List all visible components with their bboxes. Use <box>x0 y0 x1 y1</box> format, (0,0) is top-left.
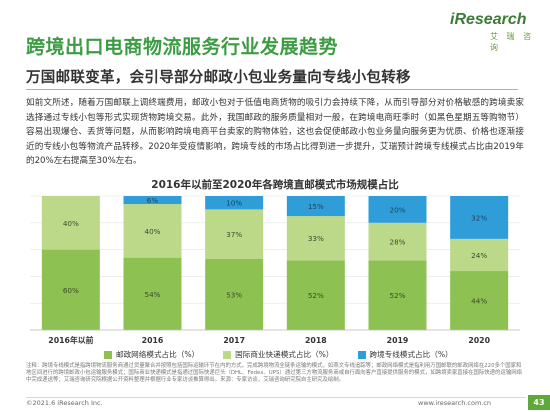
data-label: 15% <box>308 202 324 211</box>
bar-segment <box>286 196 345 217</box>
data-label: 52% <box>390 291 406 300</box>
x-tick-label: 2017 <box>223 336 245 345</box>
x-tick-label: 2016 <box>142 336 164 345</box>
chart-title: 2016年以前至2020年各跨境直邮模式市场规模占比 <box>151 179 399 191</box>
data-label: 28% <box>390 238 406 247</box>
x-tick-label: 2018 <box>305 336 327 345</box>
legend-label-postal: 邮政网络模式占比（%） <box>116 350 200 359</box>
bar-segment <box>41 249 100 330</box>
bar-segment <box>123 204 182 258</box>
stacked-bar-chart: 60% 40% 2016年以前 54% 40% 6% 2016 53% 37% 10% 2017 52… <box>30 195 520 345</box>
bar-segment <box>123 257 182 330</box>
data-label: 32% <box>471 213 487 222</box>
page-number: 43 <box>528 395 550 410</box>
legend-item-express: 国际商业快递模式占比（%） <box>223 349 334 360</box>
bar-segment <box>205 209 264 259</box>
bar-segment <box>450 271 509 330</box>
bar-segment <box>123 196 182 205</box>
bar-segment <box>450 196 509 239</box>
bar-segment <box>368 222 427 261</box>
x-tick-label: 2020 <box>468 336 490 345</box>
data-label: 53% <box>226 290 242 299</box>
bar-segment <box>368 196 427 223</box>
legend-swatch-express <box>223 350 232 359</box>
bar-segment <box>286 260 345 330</box>
x-tick-label: 2019 <box>387 336 409 345</box>
footer-website[interactable]: www.iresearch.com.cn <box>418 399 492 407</box>
iresearch-logo: iResearch 艾 瑞 咨 询 <box>450 7 540 52</box>
data-label: 20% <box>390 205 406 214</box>
body-paragraph: 如前文所述，随着万国邮联上调终端费用，邮政小包对于低值电商货物的吸引力会持续下降… <box>26 98 524 167</box>
data-label: 40% <box>145 227 161 236</box>
page-title: 跨境出口电商物流服务行业发展趋势 <box>26 36 339 58</box>
subtitle-divider <box>26 89 518 90</box>
legend-swatch-dedicated <box>357 350 366 359</box>
section-subtitle: 万国邮联变革，会引导部分邮政小包业务量向专线小包转移 <box>26 70 411 86</box>
data-label: 10% <box>226 199 242 208</box>
legend-label-dedicated: 跨境专线模式占比（%） <box>369 350 453 359</box>
bar-segment <box>205 196 264 210</box>
data-label: 6% <box>147 196 159 205</box>
chart-legend: 邮政网络模式占比（%） 国际商业快递模式占比（%） 跨境专线模式占比（%） <box>104 349 453 360</box>
data-label: 54% <box>145 290 161 299</box>
bar-segment <box>205 258 264 330</box>
data-label: 24% <box>471 251 487 260</box>
legend-label-express: 国际商业快递模式占比（%） <box>235 350 334 359</box>
logo-text: iResearch <box>450 11 527 28</box>
footer-copyright: ©2021.6 iResearch Inc. <box>26 399 103 407</box>
x-tick-label: 2016年以前 <box>48 335 93 345</box>
legend-swatch-postal <box>104 350 112 359</box>
bar-segment <box>41 196 100 250</box>
bar-segment <box>450 238 509 272</box>
data-label: 40% <box>63 219 79 228</box>
data-label: 37% <box>226 230 242 239</box>
data-label: 52% <box>308 291 324 300</box>
legend-item-postal: 邮政网络模式占比（%） <box>104 349 199 360</box>
data-label: 44% <box>471 297 487 306</box>
chart-note: 注释：跨境专线模式是指跨境物流服务商通过货量聚合并按照包括国际运输环节在内的方式… <box>26 363 522 384</box>
footer-divider <box>26 397 526 398</box>
bar-segment <box>368 260 427 330</box>
bar-segment <box>286 216 345 261</box>
data-label: 33% <box>308 234 324 243</box>
logo-subtext: 艾 瑞 咨 询 <box>490 32 535 52</box>
legend-item-dedicated: 跨境专线模式占比（%） <box>357 349 453 360</box>
data-label: 60% <box>63 286 79 295</box>
